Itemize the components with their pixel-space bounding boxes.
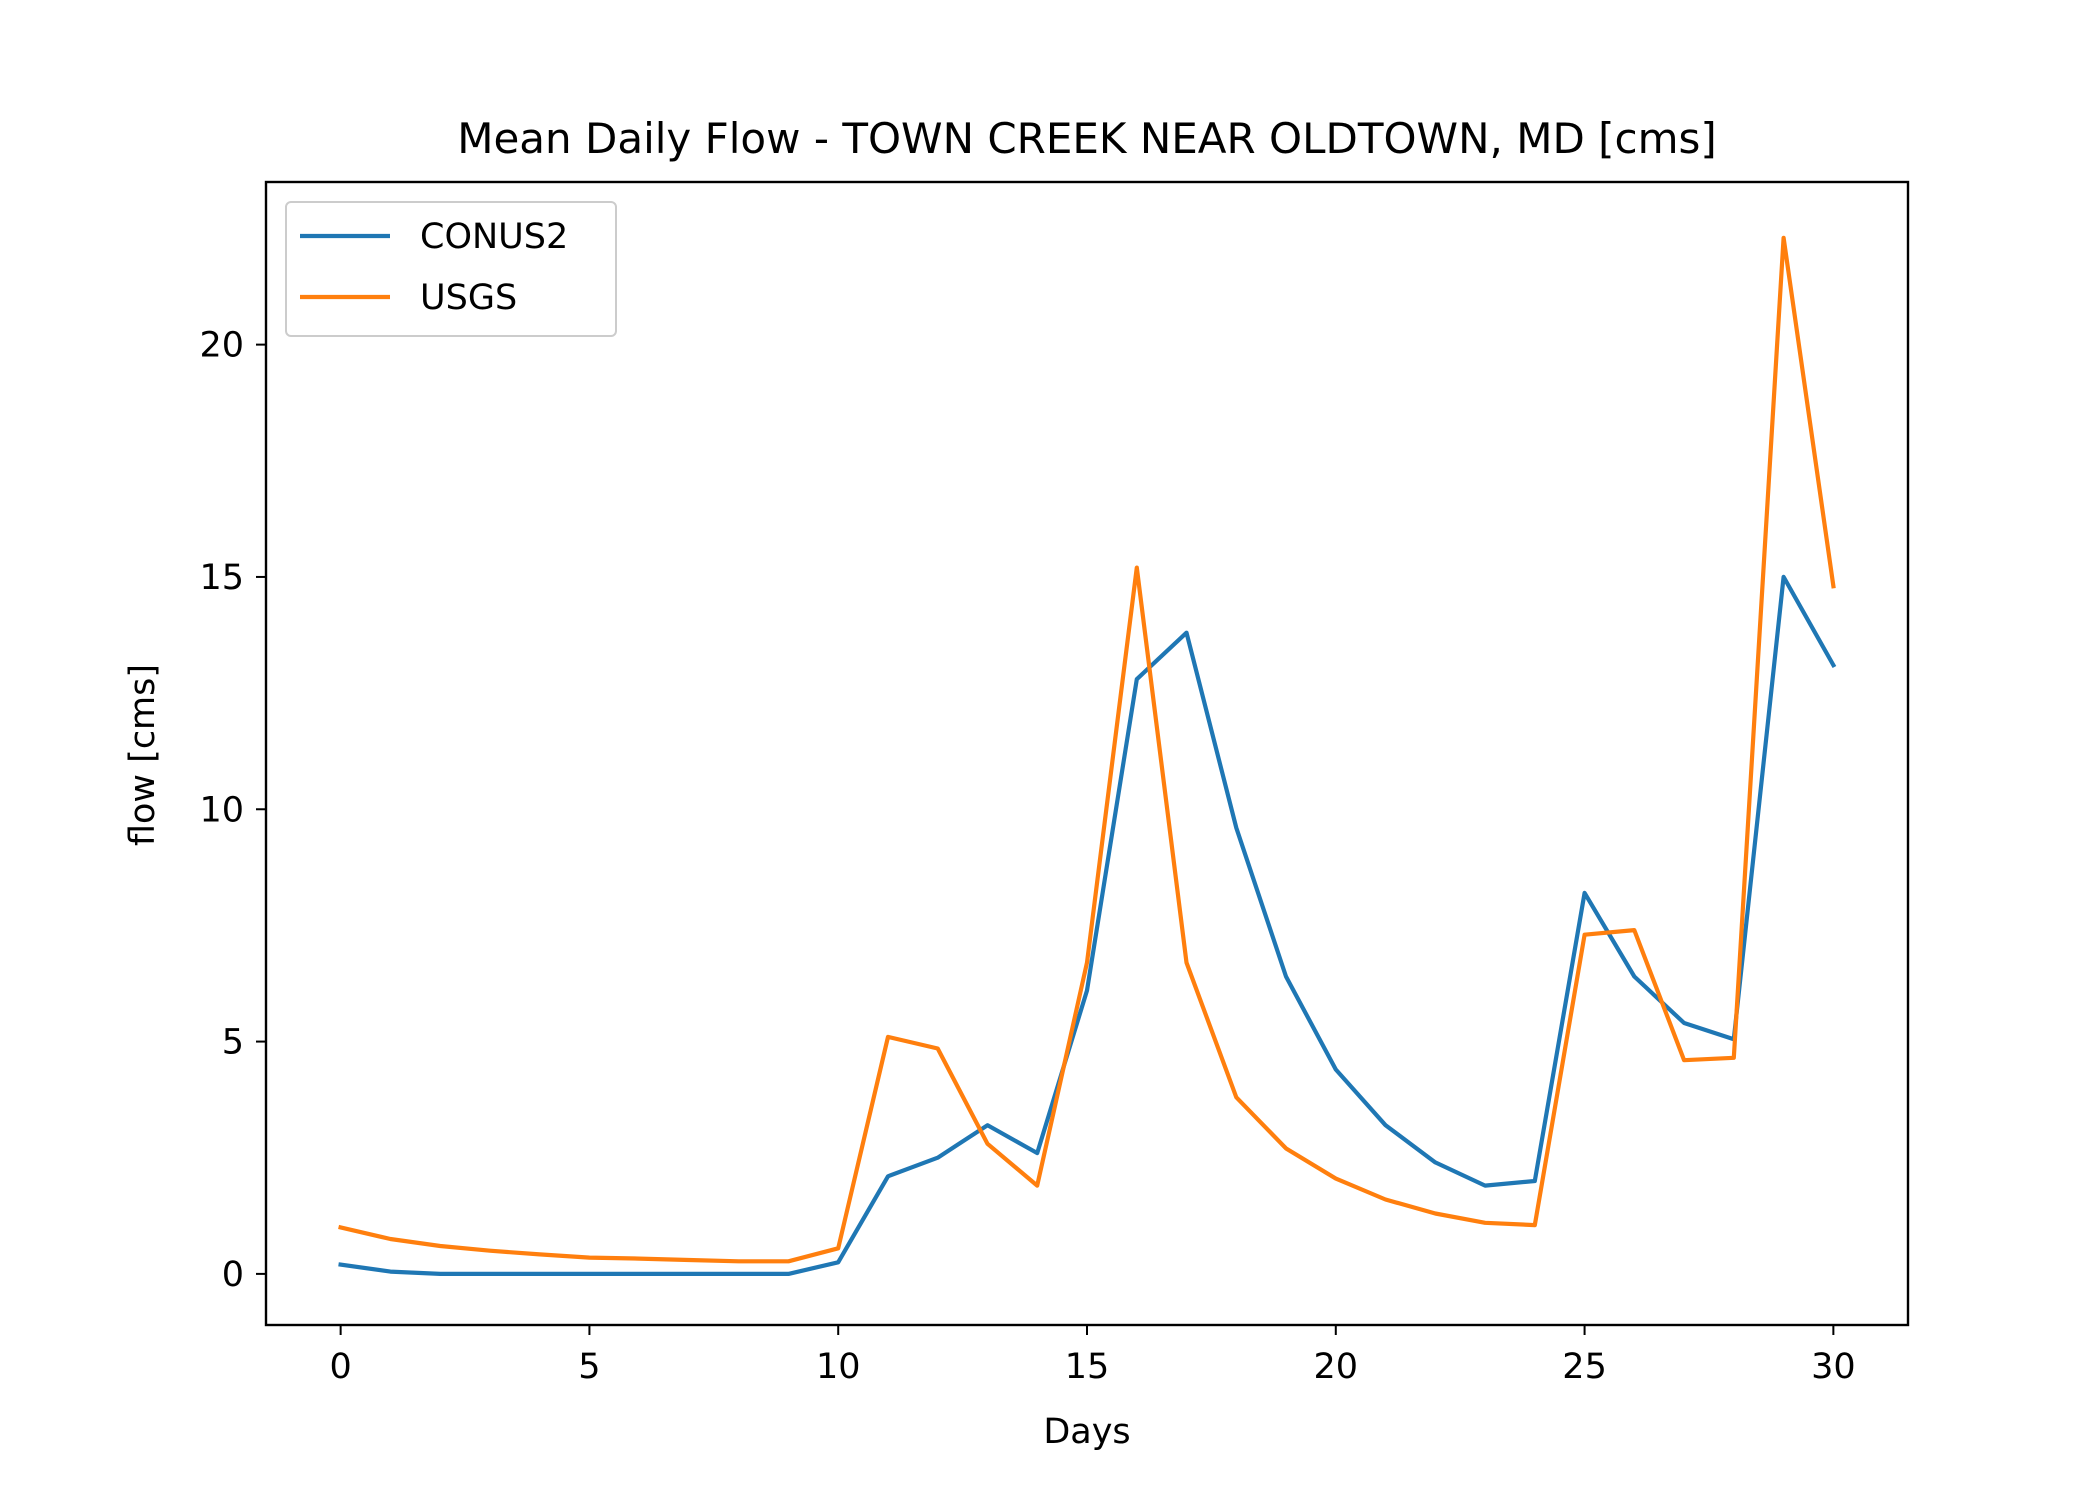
x-axis-label: Days: [1043, 1412, 1130, 1452]
y-tick-label-5: 5: [222, 1023, 244, 1063]
ticks-layer: 0 5 10 15 20 25 30 0 5 10 15 20: [199, 326, 1855, 1387]
y-tick-label-10: 10: [199, 790, 244, 830]
legend-label-conus2: CONUS2: [420, 217, 568, 257]
x-tick-label-15: 15: [1065, 1347, 1110, 1387]
y-axis-label: flow [cms]: [123, 664, 163, 846]
plot-frame: [264, 180, 1910, 1327]
series-line-conus2: [338, 574, 1837, 1277]
x-tick-label-10: 10: [816, 1347, 861, 1387]
series-layer: [338, 235, 1837, 1277]
chart-title: Mean Daily Flow - TOWN CREEK NEAR OLDTOW…: [457, 114, 1717, 163]
x-tick-label-0: 0: [329, 1347, 351, 1387]
y-tick-label-15: 15: [199, 558, 244, 598]
series-line-usgs: [338, 235, 1836, 1264]
legend: CONUS2 USGS: [285, 201, 617, 337]
x-tick-label-20: 20: [1314, 1347, 1359, 1387]
x-tick-label-30: 30: [1811, 1347, 1856, 1387]
x-tick-label-25: 25: [1562, 1347, 1607, 1387]
y-tick-label-20: 20: [199, 326, 244, 366]
x-tick-label-5: 5: [578, 1347, 600, 1387]
y-tick-label-0: 0: [222, 1255, 244, 1295]
legend-label-usgs: USGS: [420, 278, 517, 318]
